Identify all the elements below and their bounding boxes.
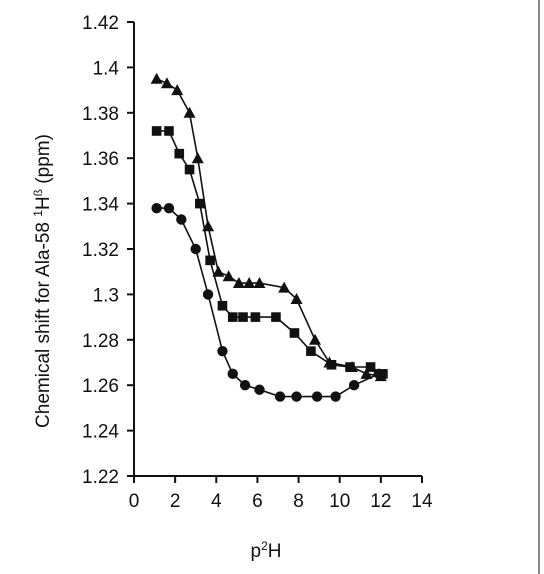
series-square [151, 126, 388, 379]
series-triangle [150, 72, 387, 382]
x-tick-label: 14 [411, 491, 433, 512]
data-point-square [289, 328, 300, 338]
data-point-square [164, 126, 174, 136]
data-point-circle [202, 289, 214, 300]
data-point-circle [176, 214, 187, 225]
data-point-triangle [191, 152, 204, 164]
x-tick-label: 10 [329, 491, 350, 512]
x-tick-label: 12 [370, 491, 391, 512]
data-point-circle [348, 380, 360, 391]
data-point-triangle [160, 77, 173, 89]
right-edge-line [538, 0, 540, 574]
data-point-square [184, 164, 195, 175]
data-point-circle [163, 202, 175, 214]
data-point-square [306, 346, 316, 356]
data-point-square [227, 312, 238, 322]
x-tick-label: 6 [252, 491, 263, 512]
data-point-square [326, 359, 337, 370]
y-tick-label: 1.28 [82, 331, 119, 352]
y-axis-ticks: 1.22 1.24 1.26 1.28 1.3 1.32 1.34 1.36 1.38 1.4 1.… [82, 13, 134, 488]
data-point-circle [217, 345, 228, 357]
data-point-circle [291, 391, 302, 402]
y-tick-label: 1.38 [82, 104, 119, 125]
y-tick-label: 1.36 [82, 149, 119, 170]
data-point-circle [311, 391, 323, 402]
data-point-triangle [183, 106, 196, 118]
data-point-triangle [360, 367, 373, 379]
data-point-triangle [232, 277, 245, 289]
y-axis-title: Chemical shift for Ala-58 1Hß (ppm) [31, 134, 54, 428]
x-tick-label: 0 [129, 491, 140, 512]
data-point-triangle [212, 265, 225, 277]
data-point-square [345, 362, 355, 372]
y-tick-label: 1.32 [82, 240, 119, 261]
y-tick-label: 1.42 [82, 13, 119, 34]
data-point-square [151, 126, 162, 136]
x-axis-title: p2H [251, 539, 282, 562]
series-line-triangle [156, 77, 382, 377]
y-tick-label: 1.34 [82, 195, 119, 216]
data-point-square [195, 198, 205, 209]
data-point-square [238, 312, 248, 322]
data-point-triangle [253, 277, 266, 289]
data-point-triangle [222, 270, 235, 282]
y-tick-label: 1.24 [82, 422, 119, 443]
data-point-square [271, 312, 281, 322]
y-tick-label: 1.26 [82, 376, 119, 397]
data-point-circle [373, 368, 384, 380]
y-tick-label: 1.22 [82, 467, 119, 488]
data-point-circle [330, 391, 341, 402]
data-point-circle [274, 391, 286, 402]
data-point-square [205, 255, 215, 266]
data-point-triangle [243, 277, 256, 289]
data-point-square [250, 312, 261, 322]
data-point-square [217, 300, 228, 311]
data-point-circle [190, 243, 201, 255]
data-point-square [174, 148, 185, 159]
x-tick-label: 8 [293, 491, 304, 512]
x-tick-label: 2 [170, 491, 181, 512]
data-point-triangle [309, 333, 322, 345]
data-point-square [365, 362, 376, 372]
x-tick-label: 4 [211, 491, 222, 512]
data-point-triangle [150, 72, 163, 84]
data-point-circle [227, 368, 238, 380]
data-point-triangle [171, 84, 184, 96]
data-point-circle [254, 384, 265, 395]
y-tick-label: 1.3 [93, 285, 119, 306]
series-group [150, 72, 388, 402]
series-circle [151, 202, 384, 402]
data-point-circle [151, 202, 162, 214]
y-tick-label: 1.4 [93, 58, 120, 79]
data-point-triangle [278, 281, 291, 293]
x-axis-ticks: 0 2 4 6 8 10 12 14 [129, 476, 433, 512]
data-point-triangle [290, 292, 303, 304]
data-point-circle [239, 380, 251, 391]
